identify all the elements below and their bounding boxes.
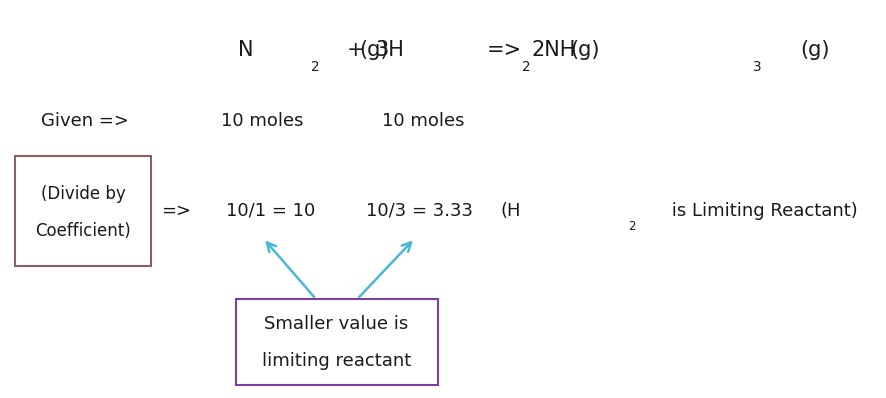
Text: 10 moles: 10 moles (221, 111, 303, 129)
Text: 3: 3 (752, 60, 760, 74)
Text: Coefficient): Coefficient) (35, 222, 131, 240)
Text: 10/1 = 10: 10/1 = 10 (226, 202, 315, 220)
Text: 3H: 3H (375, 40, 404, 60)
Text: 2NH: 2NH (532, 40, 576, 60)
Text: +: + (346, 40, 364, 60)
Text: is Limiting Reactant): is Limiting Reactant) (664, 202, 857, 220)
Text: N: N (237, 40, 253, 60)
Text: 2: 2 (311, 60, 320, 74)
Text: 2: 2 (627, 220, 635, 234)
Text: limiting reactant: limiting reactant (261, 352, 411, 370)
Text: (g): (g) (799, 40, 828, 60)
Text: (Divide by: (Divide by (41, 185, 126, 203)
Text: (g): (g) (570, 40, 599, 60)
Text: =>: => (160, 202, 190, 220)
Text: Given =>: Given => (42, 111, 129, 129)
FancyBboxPatch shape (236, 299, 437, 385)
Text: =>: => (486, 40, 521, 60)
Text: (H: (H (500, 202, 521, 220)
Text: (g): (g) (359, 40, 388, 60)
Text: 2: 2 (522, 60, 531, 74)
FancyBboxPatch shape (15, 156, 151, 266)
Text: 10/3 = 3.33: 10/3 = 3.33 (365, 202, 472, 220)
Text: 10 moles: 10 moles (382, 111, 464, 129)
Text: Smaller value is: Smaller value is (264, 315, 408, 333)
